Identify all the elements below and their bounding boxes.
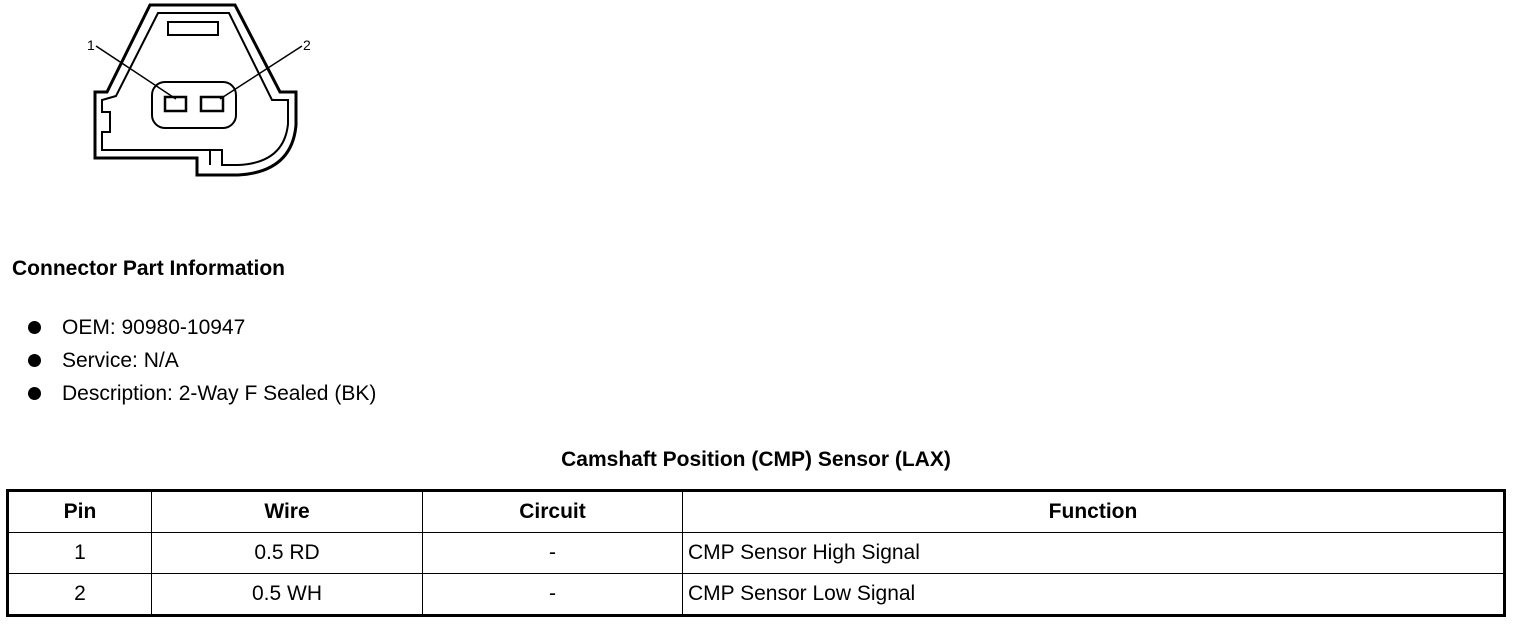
- cell-pin: 1: [7, 532, 152, 574]
- table-header-row: Pin Wire Circuit Function: [7, 490, 1505, 533]
- leader-line-2: [219, 45, 303, 100]
- terminal-cavity: [151, 81, 237, 129]
- table-row: 2 0.5 WH - CMP Sensor Low Signal: [7, 573, 1505, 616]
- section-heading: Connector Part Information: [12, 257, 286, 280]
- table-title: Camshaft Position (CMP) Sensor (LAX): [561, 448, 951, 471]
- cell-circuit: -: [422, 532, 683, 574]
- connector-face-diagram: 1 2: [87, 3, 311, 177]
- oem-text: OEM: 90980-10947: [62, 315, 246, 339]
- table-row: 1 0.5 RD - CMP Sensor High Signal: [7, 532, 1505, 574]
- list-item: OEM: 90980-10947: [28, 311, 376, 344]
- header-wire: Wire: [151, 490, 423, 533]
- part-info-list: OEM: 90980-10947 Service: N/A Descriptio…: [28, 311, 376, 410]
- pin-2: [199, 95, 225, 113]
- description-text: Description: 2-Way F Sealed (BK): [62, 381, 377, 405]
- bullet-icon: [28, 321, 41, 334]
- cell-function: CMP Sensor Low Signal: [682, 573, 1505, 616]
- cell-wire: 0.5 RD: [151, 532, 423, 574]
- pin-label-2: 2: [303, 37, 311, 53]
- cell-pin: 2: [7, 573, 152, 616]
- bullet-icon: [28, 354, 41, 367]
- list-item: Description: 2-Way F Sealed (BK): [28, 377, 376, 410]
- header-function: Function: [682, 490, 1505, 533]
- cell-function: CMP Sensor High Signal: [682, 532, 1505, 574]
- connector-outer-outline: [93, 3, 298, 177]
- pin-1: [163, 95, 188, 113]
- header-pin: Pin: [7, 490, 152, 533]
- cell-wire: 0.5 WH: [151, 573, 423, 616]
- connector-inner-outline: [101, 12, 289, 166]
- bullet-icon: [28, 387, 41, 400]
- service-text: Service: N/A: [62, 348, 179, 372]
- pin-label-1: 1: [87, 37, 95, 53]
- list-item: Service: N/A: [28, 344, 376, 377]
- cell-circuit: -: [422, 573, 683, 616]
- header-circuit: Circuit: [422, 490, 683, 533]
- pinout-table: Pin Wire Circuit Function 1 0.5 RD - CMP…: [6, 489, 1506, 617]
- leader-line-1: [95, 45, 177, 100]
- latch-slot: [167, 21, 219, 36]
